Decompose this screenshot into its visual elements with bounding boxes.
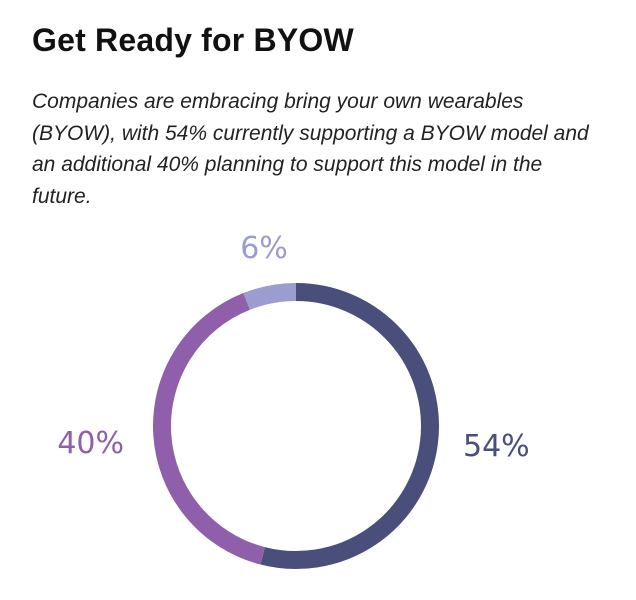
donut-slice-40 — [153, 293, 265, 565]
page-title: Get Ready for BYOW — [32, 22, 354, 58]
data-label-54: 54% — [463, 429, 530, 464]
donut-slices — [153, 283, 439, 569]
donut-slice-54 — [260, 283, 439, 569]
chart-description: Companies are embracing bring your own w… — [32, 90, 589, 208]
donut-slice-6 — [243, 283, 297, 310]
data-label-40: 40% — [57, 426, 124, 461]
donut-labels: 54% 40% 6% — [57, 231, 529, 464]
data-label-6: 6% — [240, 231, 288, 266]
